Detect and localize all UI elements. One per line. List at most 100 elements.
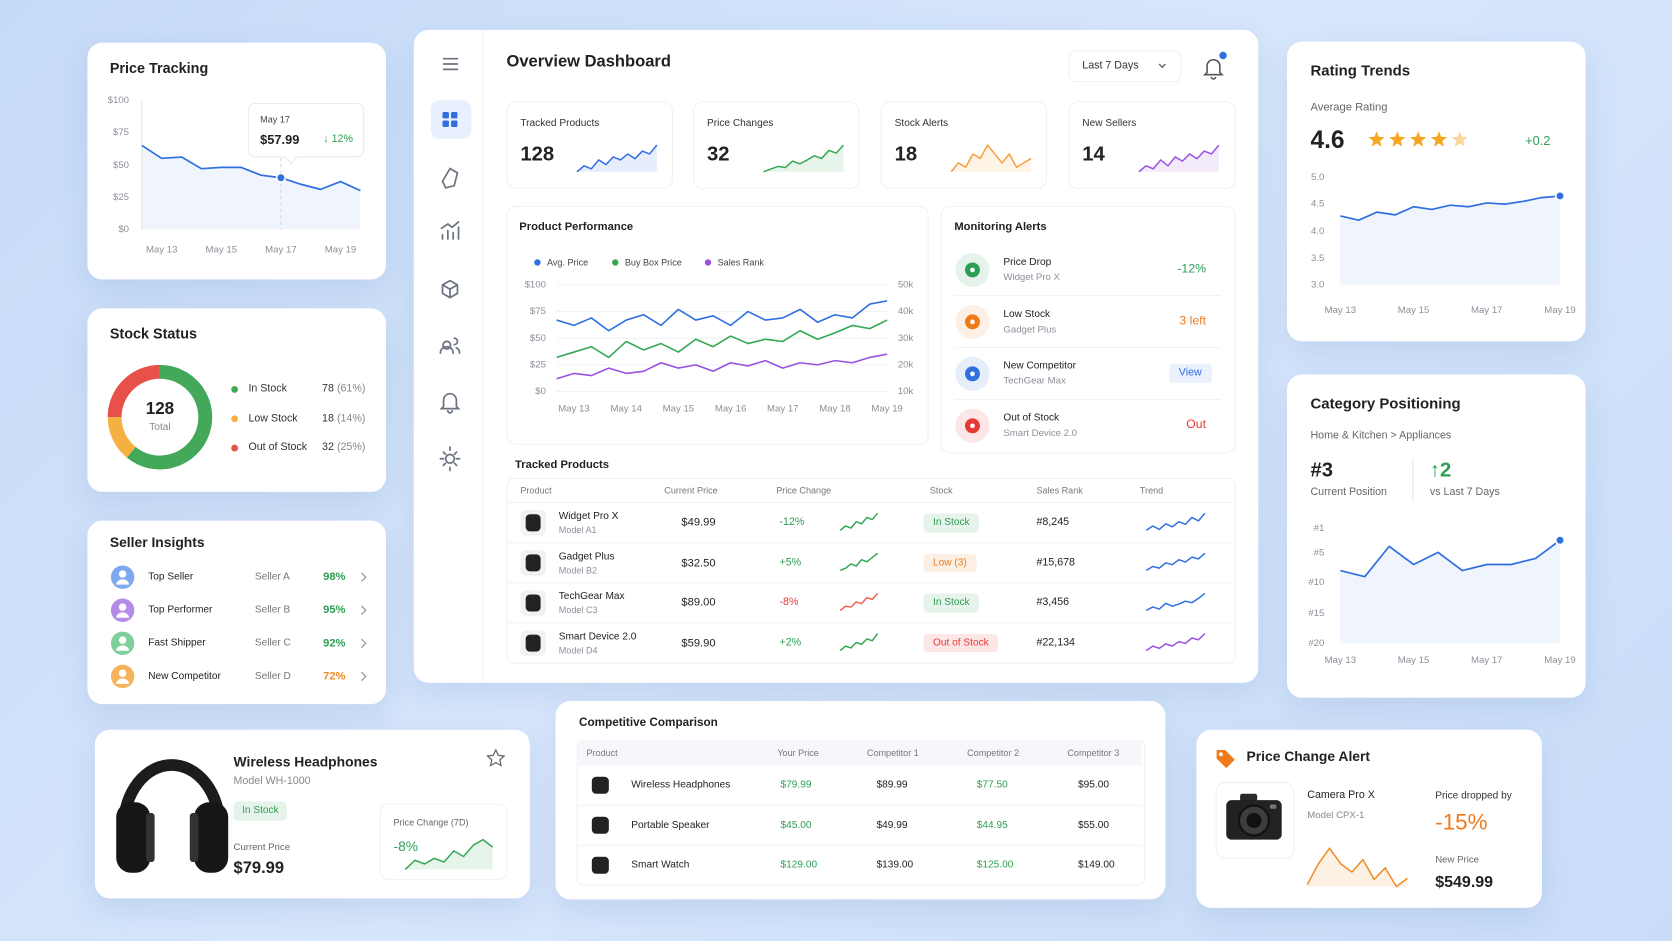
x-tick-label: May 19 <box>324 243 357 255</box>
price-cell: $139.00 <box>876 859 914 871</box>
stock-badge: In Stock <box>923 513 980 533</box>
alert-action[interactable]: View <box>1169 364 1212 384</box>
kpi-value: 18 <box>894 143 918 166</box>
card-title: Price Tracking <box>109 60 209 77</box>
seller-name: Seller B <box>254 604 291 616</box>
stock-badge: Low (3) <box>923 553 977 573</box>
legend-percent: (25%) <box>336 441 366 454</box>
sparkline <box>1145 592 1206 612</box>
card-subtitle: Average Rating <box>1310 101 1388 114</box>
sales-rank: #15,678 <box>1036 556 1075 569</box>
x-tick-label: May 19 <box>1544 304 1576 316</box>
legend-dot <box>231 415 238 423</box>
legend-dot <box>231 386 238 393</box>
y-tick-label: $50 <box>112 158 130 170</box>
breadcrumb: Home & Kitchen > Appliances <box>1310 429 1452 442</box>
legend-value: 32 <box>322 441 334 454</box>
card-title: Competitive Comparison <box>579 716 718 730</box>
row-chevron <box>361 638 367 649</box>
y-tick-label: #5 <box>1313 546 1325 558</box>
sparkline <box>839 592 879 612</box>
alert-title: Price Drop <box>1003 256 1052 269</box>
favorite-star[interactable] <box>486 748 506 767</box>
price-label: Current Price <box>233 841 291 852</box>
rating-star <box>1430 131 1448 147</box>
x-tick-label: May 13 <box>1324 304 1357 316</box>
product-model: Model C3 <box>558 604 598 616</box>
y-tick-label: #1 <box>1313 522 1325 533</box>
range-select[interactable]: Last 7 Days <box>1082 59 1139 72</box>
price-cell: $44.95 <box>976 819 1008 831</box>
x-tick-label: May 14 <box>610 402 642 414</box>
rank-change-label: vs Last 7 Days <box>1429 486 1500 499</box>
alert-subtitle: Gadget Plus <box>1003 323 1057 335</box>
category-card <box>1287 374 1586 698</box>
legend-label: Out of Stock <box>248 441 308 454</box>
new-price-value: $549.99 <box>1435 873 1494 892</box>
product-shape <box>525 634 541 652</box>
users-nav-icon[interactable] <box>439 337 461 354</box>
donut-total-label: Total <box>149 421 171 434</box>
card-title: Stock Status <box>109 325 198 342</box>
nav-active[interactable] <box>430 100 472 139</box>
y2-tick-label: 50k <box>897 278 914 290</box>
price-cell: $89.99 <box>876 779 908 791</box>
kpi-label: Tracked Products <box>520 117 600 130</box>
card-title: Price Change Alert <box>1246 748 1371 765</box>
product-cell: Smart Watch <box>631 859 690 871</box>
bell-nav-icon[interactable] <box>439 392 461 414</box>
seller-score: 72% <box>323 669 346 683</box>
kpi-label: Stock Alerts <box>894 117 949 130</box>
box-nav-icon[interactable] <box>441 279 459 299</box>
product-icon <box>591 816 609 834</box>
column-header: Competitor 2 <box>967 747 1020 759</box>
sparkline <box>576 144 658 173</box>
drop-label: Price dropped by <box>1435 789 1512 802</box>
legend-label: Sales Rank <box>717 256 764 268</box>
seller-badge: New Competitor <box>148 670 221 683</box>
line <box>556 300 888 332</box>
performance-panel <box>506 205 929 445</box>
y-tick-label: 4.5 <box>1310 198 1325 209</box>
y-tick-label: #20 <box>1308 637 1325 649</box>
chart-nav-icon[interactable] <box>440 221 460 240</box>
avatar-body <box>116 645 130 651</box>
notification-bell[interactable] <box>1202 51 1227 80</box>
tooltip-price: $57.99 <box>260 132 300 148</box>
price-cell: $149.00 <box>1078 859 1115 871</box>
y-tick-label: 4.0 <box>1310 225 1325 236</box>
alert-value: -12% <box>1177 262 1206 276</box>
kpi-card <box>1068 101 1236 189</box>
product-icon <box>591 776 609 794</box>
tag-nav-icon[interactable] <box>441 167 459 189</box>
y-tick-label: #15 <box>1308 607 1325 618</box>
sparkline <box>1145 512 1206 531</box>
end-dot <box>1554 190 1566 202</box>
column-header: Sales Rank <box>1036 485 1083 496</box>
alert-icon-dot <box>970 319 975 325</box>
product-shape <box>525 514 541 532</box>
legend-value: 78 <box>322 383 334 395</box>
stock-badge: In Stock <box>923 593 980 613</box>
rating-change: +0.2 <box>1525 133 1551 149</box>
area <box>1340 195 1560 285</box>
rank-value: #3 <box>1310 459 1334 482</box>
alert-title: New Competitor <box>1003 360 1077 372</box>
line <box>556 319 888 359</box>
product-price: $89.00 <box>681 596 716 610</box>
legend-value: 18 <box>322 412 334 425</box>
settings-nav-icon[interactable] <box>439 446 461 472</box>
price-change: -8% <box>779 596 799 609</box>
price-cell: $95.00 <box>1078 779 1110 791</box>
product-price: $49.99 <box>681 516 716 529</box>
menu-icon[interactable] <box>442 57 459 71</box>
rank-change: ↑2 <box>1429 459 1452 482</box>
kpi-label: New Sellers <box>1082 117 1137 130</box>
x-tick-label: May 19 <box>1544 654 1576 666</box>
rating-star <box>1410 131 1427 147</box>
sales-rank: #8,245 <box>1036 516 1070 529</box>
line <box>141 144 361 192</box>
stock-badge: Out of Stock <box>923 633 999 653</box>
